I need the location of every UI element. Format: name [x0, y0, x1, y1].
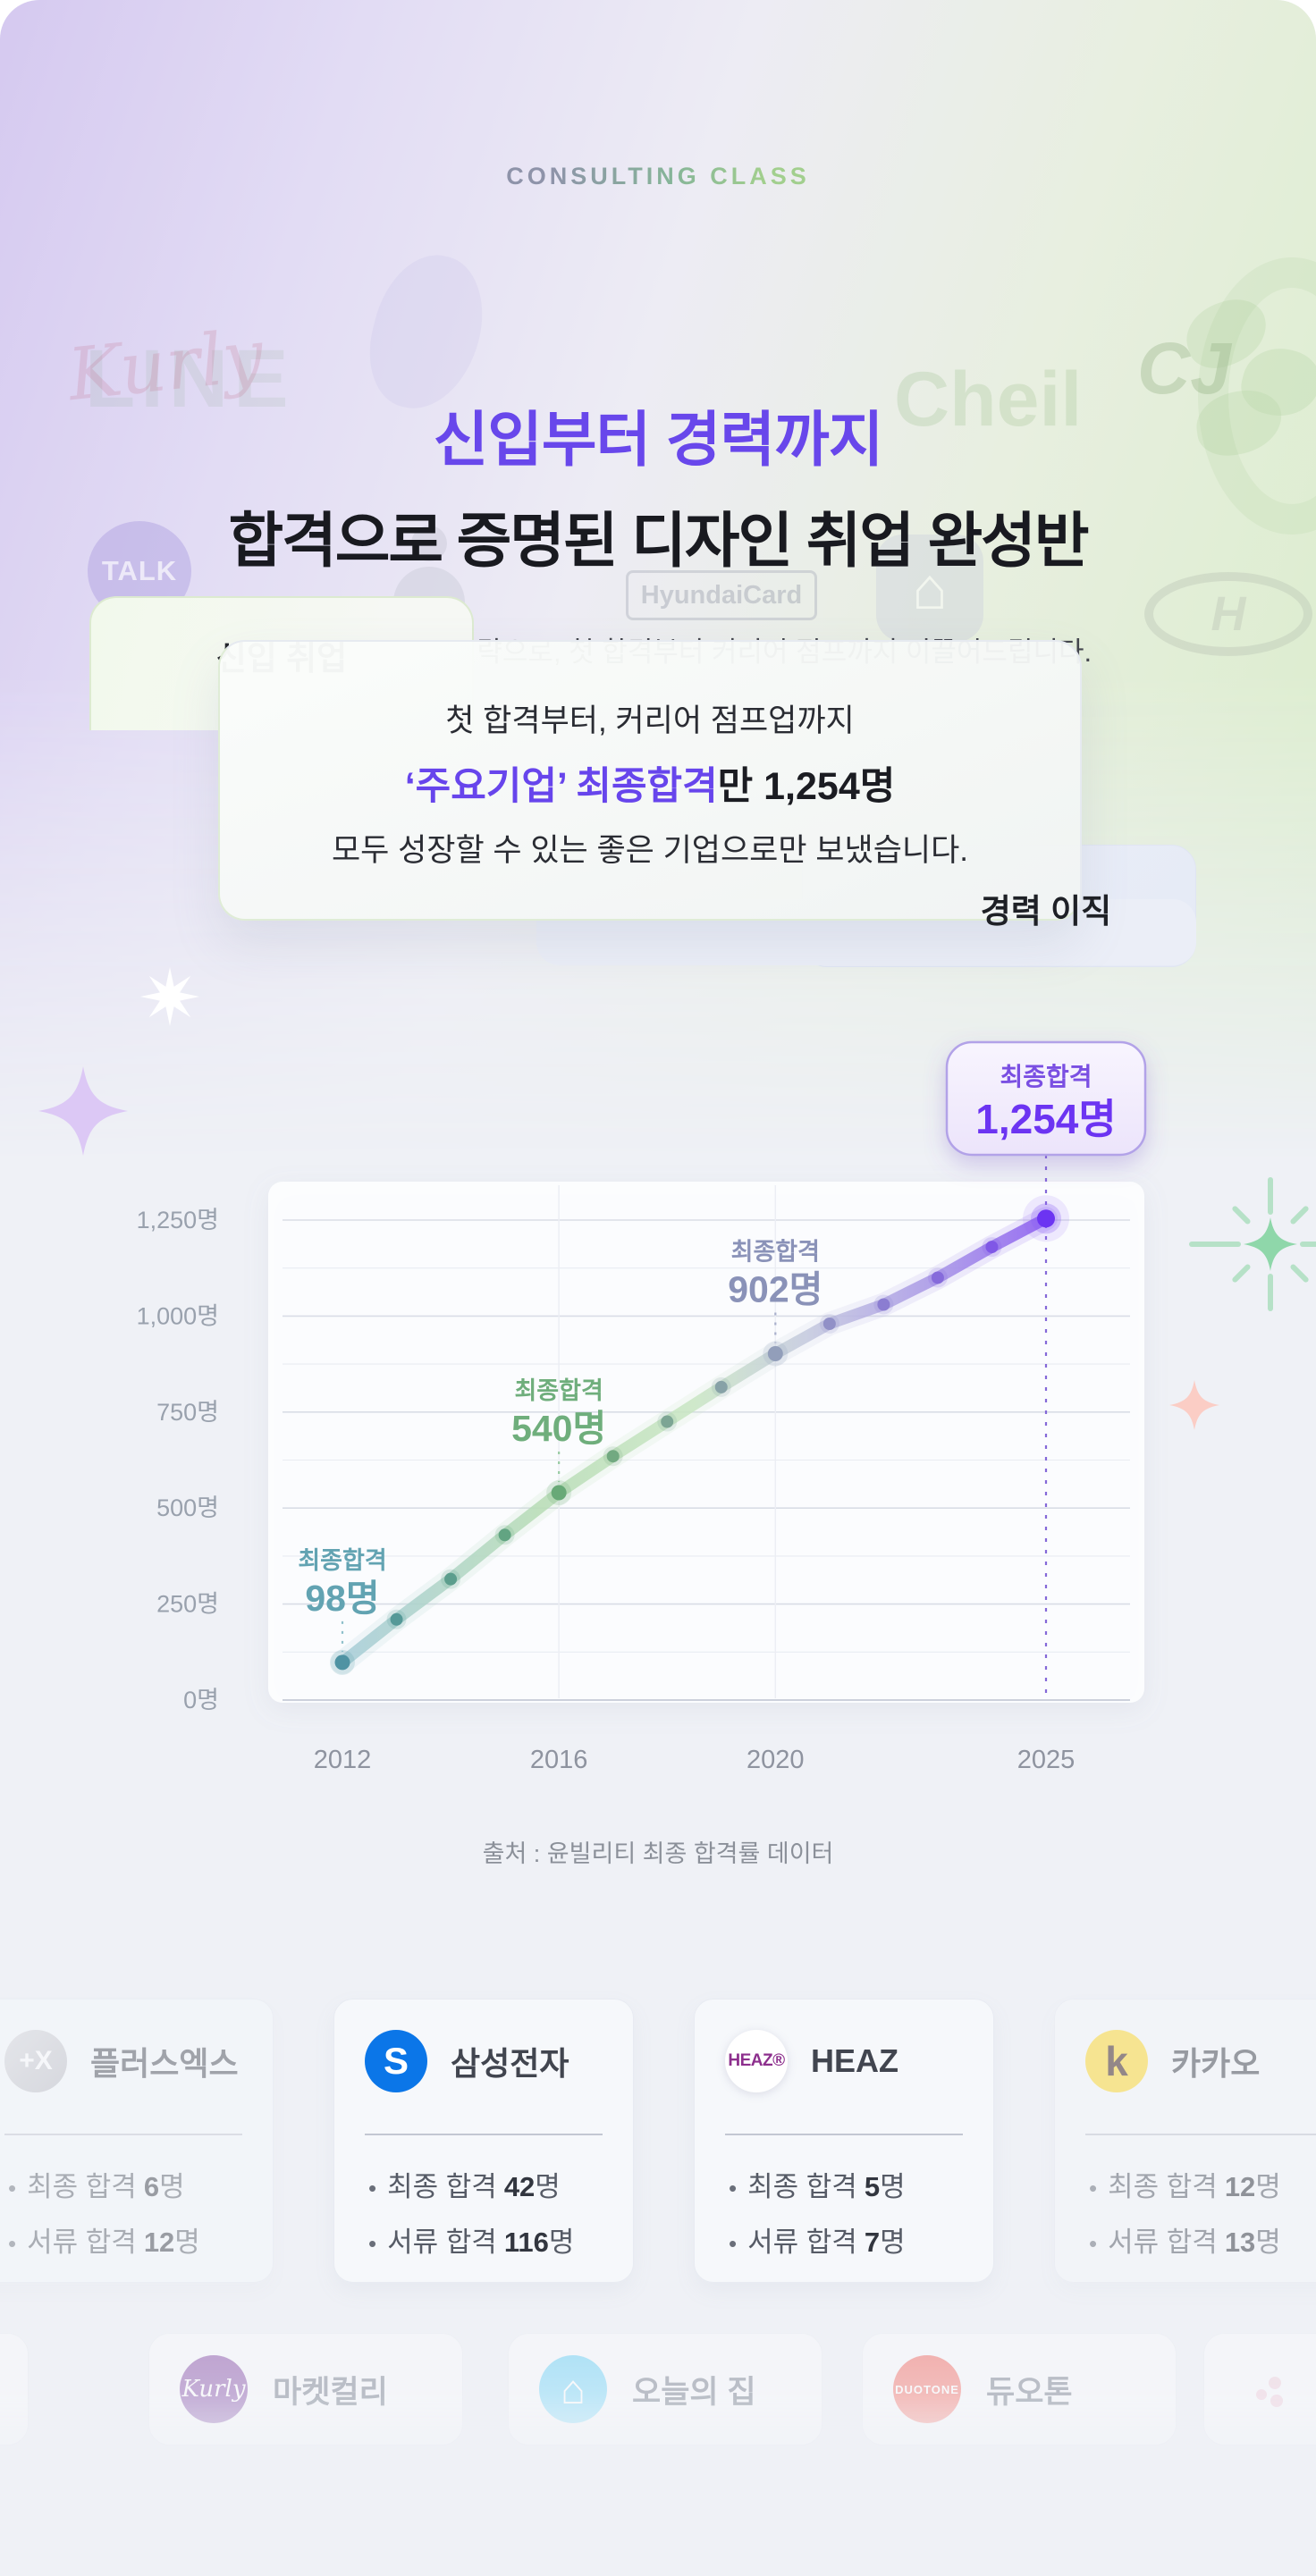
svg-text:1,250명: 1,250명: [137, 1207, 219, 1233]
hero-card: 첫 합격부터, 커리어 점프업까지 ‘주요기업’ 최종합격만 1,254명 모두…: [218, 640, 1082, 921]
stat-final-pass: • 최종 합격 12 명: [1089, 2171, 1281, 2202]
hero-eyebrow: CONSULTING CLASS: [506, 163, 810, 189]
hero-title-primary: 신입부터 경력까지: [433, 407, 884, 474]
heaz-logo: HEAZ®: [725, 2030, 788, 2092]
stat-final-pass: • 최종 합격 42 명: [368, 2171, 561, 2202]
partial-logo: [1256, 2377, 1283, 2407]
company-card-heaz: HEAZ® HEAZ • 최종 합격 5 명 • 서류 합격 7 명: [694, 1999, 994, 2283]
tab-career-change[interactable]: 경력 이직: [980, 893, 1112, 930]
hero-card-line2-rest: 만 1,254명: [717, 765, 896, 808]
svg-text:540명: 540명: [511, 1408, 606, 1449]
stat-doc-pass: • 서류 합격 7 명: [729, 2227, 906, 2258]
svg-text:2020: 2020: [747, 1746, 805, 1774]
stat-doc-pass: • 서류 합격 12 명: [8, 2227, 200, 2258]
brand-card-duotone: DUOTONE 듀오톤: [862, 2333, 1177, 2446]
house-icon: ⌂: [539, 2355, 607, 2423]
sparkle-icon: [1169, 1380, 1219, 1430]
svg-text:2025: 2025: [1017, 1746, 1076, 1774]
brand-card-partial-left: [0, 2333, 29, 2446]
company-card-samsung: S 삼성전자 • 최종 합격 42 명 • 서류 합격 116 명: [333, 1999, 634, 2283]
stat-doc-pass: • 서류 합격 116 명: [368, 2227, 575, 2258]
stat-doc-pass: • 서류 합격 13 명: [1089, 2227, 1281, 2258]
plusx-logo: +X: [4, 2030, 67, 2092]
svg-text:250명: 250명: [156, 1591, 219, 1618]
svg-text:2016: 2016: [530, 1746, 588, 1774]
svg-text:최종합격: 최종합격: [514, 1377, 603, 1404]
hero-title-secondary: 합격으로 증명된 디자인 취업 완성반: [228, 508, 1089, 575]
company-name: 플러스엑스: [90, 2045, 239, 2082]
company-card-plusx: +X 플러스엑스 • 최종 합격 6 명 • 서류 합격 12 명: [0, 1999, 274, 2283]
svg-text:최종합격: 최종합격: [298, 1547, 386, 1574]
samsung-logo: S: [365, 2030, 427, 2092]
company-card-kakao: k 카카오 • 최종 합격 12 명 • 서류 합격 13 명: [1054, 1999, 1316, 2283]
kurly-logo: Kurly: [180, 2355, 248, 2423]
stat-final-pass: • 최종 합격 5 명: [729, 2171, 906, 2202]
brand-card-ohouse: ⌂ 오늘의 집: [508, 2333, 822, 2446]
company-name: 카카오: [1171, 2045, 1261, 2082]
kakao-logo: k: [1085, 2030, 1148, 2092]
hero-card-highlight: ‘주요기업’ 최종합격: [404, 765, 718, 808]
brand-card-partial-right: [1203, 2333, 1316, 2446]
stat-final-pass: • 최종 합격 6 명: [8, 2171, 185, 2202]
chart-source-note: 출처 : 윤빌리티 최종 합격률 데이터: [482, 1840, 834, 1867]
svg-text:1,000명: 1,000명: [137, 1302, 219, 1329]
hero-card-line1: 첫 합격부터, 커리어 점프업까지: [445, 703, 855, 738]
company-name: 삼성전자: [451, 2045, 569, 2082]
brand-card-kurly: Kurly 마켓컬리: [148, 2333, 463, 2446]
svg-text:2012: 2012: [314, 1746, 372, 1774]
background-gradient: [0, 0, 1316, 1162]
svg-text:최종합격: 최종합격: [731, 1239, 820, 1266]
svg-text:0명: 0명: [183, 1687, 219, 1713]
hero-card-line2: ‘주요기업’ 최종합격만 1,254명: [405, 755, 896, 811]
svg-text:500명: 500명: [156, 1494, 219, 1521]
burst-icon: [1244, 1217, 1297, 1271]
duotone-logo: DUOTONE: [893, 2355, 961, 2423]
svg-text:902명: 902명: [728, 1269, 822, 1310]
company-name: HEAZ: [811, 2042, 898, 2079]
hero-card-line3: 모두 성장할 수 있는 좋은 기업으로만 보냈습니다.: [331, 833, 969, 868]
svg-text:98명: 98명: [305, 1578, 379, 1619]
svg-text:750명: 750명: [156, 1399, 219, 1426]
